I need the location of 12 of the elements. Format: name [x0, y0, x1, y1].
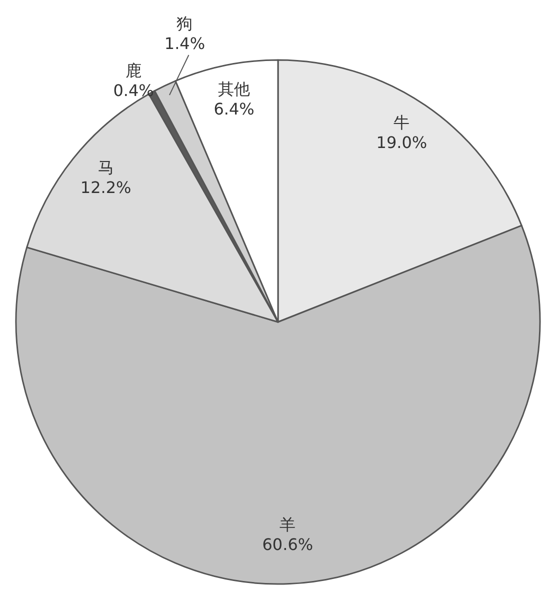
data-label: 60.6% [262, 534, 314, 554]
slice-label: 牛 [394, 112, 410, 132]
slice-label: 羊 [280, 514, 296, 534]
slice-label: 马 [98, 158, 114, 177]
data-label: 19.0% [376, 132, 428, 152]
slice-label: 狗 [176, 14, 193, 34]
data-label: 1.4% [164, 34, 206, 54]
data-label: 0.4% [113, 80, 154, 100]
data-label: 12.2% [80, 178, 132, 197]
slice-label: 其他 [218, 79, 250, 98]
data-label: 6.4% [214, 99, 254, 118]
slice-label: 鹿 [126, 60, 142, 80]
